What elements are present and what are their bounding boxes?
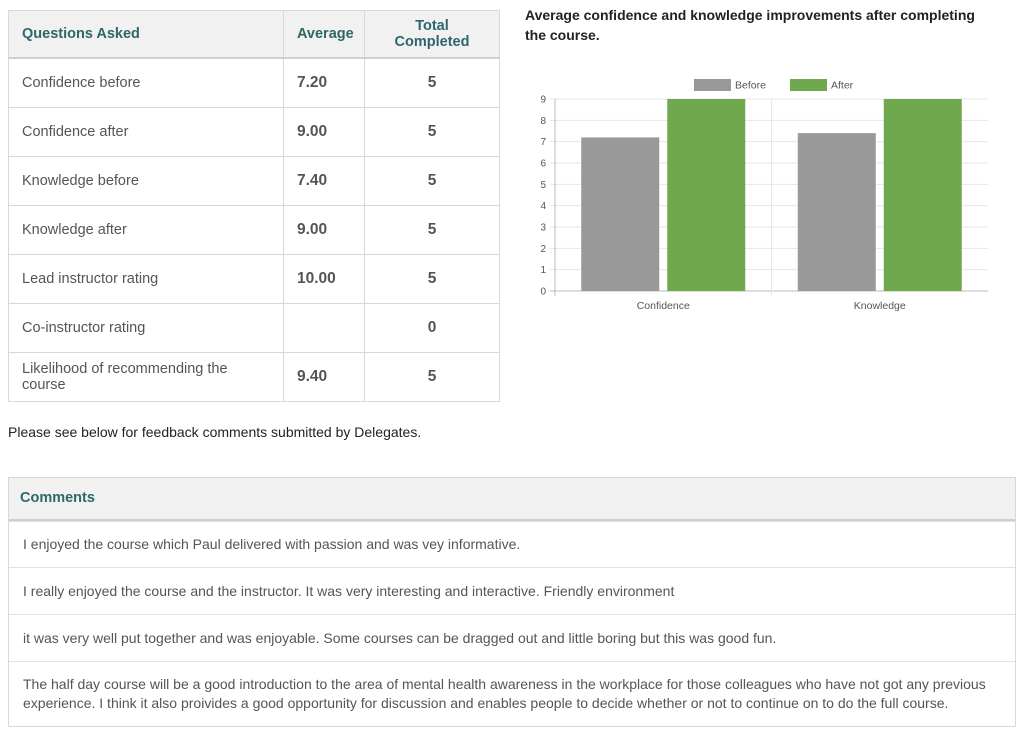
average-cell: 7.20 (283, 57, 365, 108)
table-row: Knowledge before 7.40 5 (8, 156, 500, 206)
header-average: Average (283, 10, 365, 59)
x-tick-label: Knowledge (854, 300, 906, 312)
bar-before-knowledge (797, 133, 876, 291)
question-cell: Knowledge after (8, 205, 284, 255)
header-questions: Questions Asked (8, 10, 284, 59)
y-tick-label: 8 (540, 116, 546, 127)
comments-panel: Comments I enjoyed the course which Paul… (8, 477, 1016, 727)
header-total-completed: Total Completed (364, 10, 500, 59)
question-cell: Co-instructor rating (8, 303, 284, 353)
y-tick-label: 5 (540, 180, 546, 191)
legend-swatch (694, 79, 731, 91)
question-cell: Confidence after (8, 107, 284, 157)
total-cell: 5 (364, 254, 500, 304)
comment-item: The half day course will be a good intro… (9, 661, 1015, 726)
comment-item: I enjoyed the course which Paul delivere… (9, 521, 1015, 567)
bar-before-confidence (581, 137, 660, 291)
average-cell: 9.00 (283, 205, 365, 255)
chart-title: Average confidence and knowledge improve… (525, 7, 975, 43)
bar-after-knowledge (883, 99, 962, 291)
table-row: Lead instructor rating 10.00 5 (8, 254, 500, 304)
average-cell: 9.40 (283, 352, 365, 402)
total-cell: 5 (364, 205, 500, 255)
y-tick-label: 1 (540, 265, 546, 276)
y-tick-label: 7 (540, 137, 546, 148)
y-tick-label: 4 (540, 201, 546, 212)
average-cell: 9.00 (283, 107, 365, 157)
y-tick-label: 6 (540, 159, 546, 170)
average-cell (283, 303, 365, 353)
total-cell: 0 (364, 303, 500, 353)
summary-table: Questions Asked Average Total Completed … (8, 10, 500, 402)
x-tick-label: Confidence (637, 300, 690, 312)
y-tick-label: 3 (540, 223, 546, 234)
total-cell: 5 (364, 352, 500, 402)
comment-item: it was very well put together and was en… (9, 614, 1015, 661)
question-cell: Knowledge before (8, 156, 284, 206)
y-tick-label: 2 (540, 244, 546, 255)
total-cell: 5 (364, 107, 500, 157)
legend-label: After (831, 80, 854, 92)
comments-header: Comments (9, 478, 1015, 521)
table-row: Co-instructor rating 0 (8, 303, 500, 353)
average-cell: 10.00 (283, 254, 365, 304)
summary-header-row: Questions Asked Average Total Completed (8, 10, 500, 59)
table-row: Confidence after 9.00 5 (8, 107, 500, 157)
bar-chart: 0 1 2 3 4 5 6 7 8 9 Confidence Knowledge Before After (540, 79, 988, 312)
legend-swatch (790, 79, 827, 91)
y-tick-label: 9 (540, 95, 546, 106)
bar-after-confidence (667, 99, 746, 291)
table-row: Knowledge after 9.00 5 (8, 205, 500, 255)
y-tick-label: 0 (540, 287, 546, 298)
question-cell: Confidence before (8, 57, 284, 108)
feedback-note: Please see below for feedback comments s… (8, 424, 422, 440)
question-cell: Likelihood of recommending the course (8, 352, 284, 402)
total-cell: 5 (364, 156, 500, 206)
average-cell: 7.40 (283, 156, 365, 206)
legend-label: Before (735, 80, 766, 92)
question-cell: Lead instructor rating (8, 254, 284, 304)
table-row: Confidence before 7.20 5 (8, 57, 500, 108)
table-row: Likelihood of recommending the course 9.… (8, 352, 500, 402)
total-cell: 5 (364, 57, 500, 108)
comment-item: I really enjoyed the course and the inst… (9, 567, 1015, 614)
